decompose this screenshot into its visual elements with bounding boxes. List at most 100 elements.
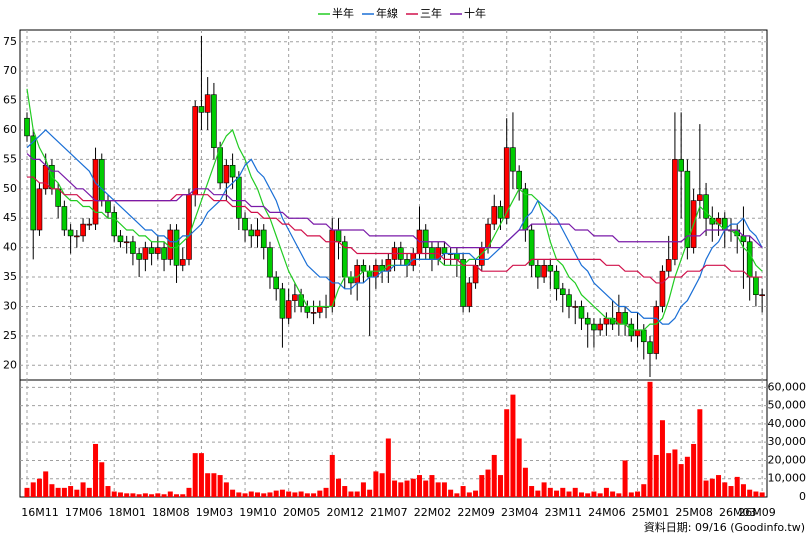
volume-bar — [547, 487, 553, 497]
y2-tick-label: 0 — [799, 490, 806, 503]
volume-bar — [49, 484, 55, 497]
volume-bar — [535, 490, 541, 497]
candle-body — [310, 312, 317, 314]
volume-bar — [728, 486, 734, 497]
volume-bar — [653, 454, 659, 497]
x-tick-label: 20M05 — [283, 506, 321, 519]
candle-body — [260, 229, 267, 248]
candle-body — [98, 159, 105, 201]
volume-bar — [61, 487, 67, 497]
candle-body — [111, 212, 118, 237]
candle-body — [117, 235, 124, 243]
volume-bar — [635, 491, 641, 497]
volume-bar — [192, 453, 198, 497]
x-tick-label: 26M03 — [719, 506, 757, 519]
candle-body — [584, 317, 591, 325]
y-tick-label: 20 — [3, 358, 17, 371]
candle-body — [142, 247, 149, 260]
volume-bar — [684, 456, 690, 497]
volume-bar — [678, 464, 684, 497]
volume-bar — [211, 473, 217, 497]
volume-bar — [423, 480, 429, 497]
volume-bar — [317, 490, 323, 497]
candle-body — [292, 294, 298, 301]
volume-bar — [722, 482, 728, 497]
candle-body — [759, 294, 765, 297]
volume-bar — [429, 475, 435, 497]
y-tick-label: 25 — [3, 329, 17, 342]
candle-body — [354, 264, 360, 284]
legend-label: 三年 — [420, 6, 442, 20]
volume-bar — [24, 487, 30, 497]
x-tick-label: 18M08 — [152, 506, 190, 519]
volume-bar — [759, 492, 765, 497]
volume-bar — [273, 490, 279, 497]
candle-body — [348, 276, 354, 284]
volume-bar — [641, 484, 647, 497]
volume-bar — [230, 489, 236, 497]
candle-body — [55, 188, 61, 207]
x-tick-label: 22M09 — [457, 506, 495, 519]
volume-bar — [55, 487, 61, 497]
candle-body — [572, 306, 579, 308]
volume-bar — [223, 482, 229, 497]
volume-bar — [541, 482, 547, 497]
volume-bar — [578, 492, 584, 497]
volume-bar — [174, 494, 180, 497]
volume-bar — [68, 486, 74, 497]
volume-bar — [298, 491, 304, 497]
volume-bar — [666, 453, 672, 497]
candle-body — [285, 300, 292, 319]
volume-bar — [591, 491, 597, 497]
candle-body — [242, 217, 248, 231]
candle-body — [167, 229, 174, 260]
y-tick-label: 70 — [3, 64, 17, 77]
candle-body — [30, 135, 37, 231]
volume-bar — [99, 462, 105, 497]
volume-bar — [435, 482, 441, 497]
volume-bar — [354, 491, 360, 497]
volume-bar — [416, 475, 422, 497]
candle-body — [67, 229, 74, 237]
candle-body — [510, 147, 516, 172]
volume-bar — [628, 492, 634, 497]
candle-body — [659, 270, 666, 307]
candle-body — [136, 253, 142, 260]
candle-body — [298, 294, 304, 307]
candle-body — [254, 229, 261, 237]
plot-frame — [19, 29, 768, 498]
candle-body — [74, 235, 80, 238]
volume-bar — [236, 492, 242, 497]
volume-bar — [529, 486, 535, 497]
ma-line — [26, 153, 763, 249]
volume-bar — [360, 482, 366, 497]
volume-bar — [43, 471, 49, 497]
volume-bar — [504, 409, 510, 497]
volume-bar — [198, 453, 204, 497]
candle-body — [703, 194, 709, 219]
volume-bar — [304, 493, 310, 497]
y-tick-label: 65 — [3, 94, 17, 107]
x-tick-label: 19M10 — [239, 506, 277, 519]
candle-body — [211, 94, 217, 148]
volume-bar — [454, 493, 460, 497]
volume-bar — [479, 475, 485, 497]
x-tick-label: 16M11 — [21, 506, 59, 519]
volume-bar — [217, 475, 223, 497]
volume-bar — [497, 475, 503, 497]
volume-bar — [379, 473, 385, 497]
volume-bar — [36, 478, 42, 497]
candle-body — [248, 229, 255, 237]
candle-body — [279, 288, 286, 319]
candle-body — [335, 229, 342, 243]
candle-body — [36, 188, 43, 231]
volume-bar — [348, 491, 354, 497]
volume-bar — [716, 475, 722, 497]
volume-bar — [734, 476, 740, 497]
x-tick-label: 17M06 — [65, 506, 103, 519]
y2-tick-label: 50,000 — [768, 399, 807, 412]
volume-bar — [460, 486, 466, 497]
legend-label: 十年 — [464, 6, 486, 20]
